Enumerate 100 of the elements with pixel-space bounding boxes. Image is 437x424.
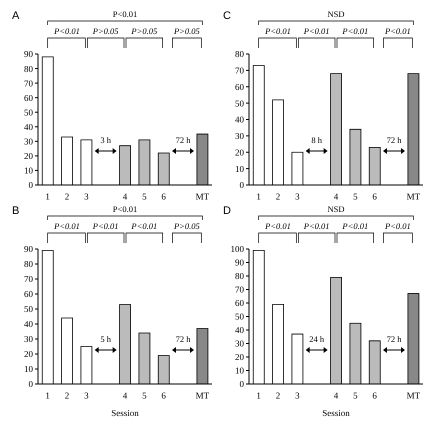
x-tick-label: 4 [334,390,339,400]
text: P<0.01 [384,221,411,231]
y-tick-label: 10 [24,166,34,176]
y-tick-label: 70 [24,274,34,284]
text: P<0.01 [384,26,411,36]
x-axis-title: Session [111,408,140,418]
y-tick-label: 20 [235,147,244,158]
x-tick-label: 6 [161,191,166,202]
y-tick-label: 90 [24,244,34,254]
text: P<0.01 [341,26,368,36]
y-tick-label: 0 [240,379,244,390]
y-tick-label: 40 [235,325,244,336]
annotation: 24 h [309,334,325,344]
text: P>0.05 [172,26,200,36]
annotation: 72 h [176,135,192,145]
text: P<0.01 [302,221,330,231]
y-tick-label: 0 [28,180,34,190]
y-tick-label: 30 [24,136,34,147]
x-tick-label: 1 [256,390,261,400]
text: NSD [327,204,345,214]
y-tick-label: 30 [235,131,244,142]
x-tick-label: 6 [161,390,166,400]
x-tick-label: 4 [334,191,339,202]
text: P<0.01 [302,26,330,36]
y-tick-label: 70 [24,78,34,88]
y-tick-label: 80 [235,271,244,282]
text: P>0.05 [172,221,200,231]
y-tick-label: 70 [235,66,244,76]
y-tick-label: 70 [235,284,244,295]
y-tick-label: 90 [235,258,244,268]
annotation: 72 h [386,135,402,145]
y-tick-label: 10 [235,366,244,376]
y-tick-label: 0 [240,180,244,190]
x-tick-label: 5 [353,191,358,202]
y-tick-label: 50 [24,107,34,118]
annotation: 5 h [100,334,112,344]
text: P<0.01 [53,221,80,231]
y-tick-label: 40 [24,319,34,330]
y-tick-label: 10 [235,164,244,174]
y-tick-label: 60 [235,298,244,308]
y-tick-label: 20 [24,151,34,162]
x-tick-label: MT [406,390,421,400]
text: P<0.01 [341,221,368,231]
y-tick-label: 90 [24,49,34,60]
text: P<0.01 [53,26,80,36]
text: P<0.01 [264,26,291,36]
annotation: 72 h [176,334,192,344]
y-tick-label: 60 [235,82,244,92]
y-tick-label: 80 [24,259,34,270]
x-tick-label: 5 [142,390,148,400]
text: P<0.01 [112,9,138,19]
y-tick-label: 10 [24,364,34,374]
x-tick-label: 1 [256,191,261,202]
x-tick-label: MT [406,191,421,202]
text: NSD [327,9,345,19]
annotation: 8 h [311,135,323,145]
x-tick-label: 1 [45,390,50,400]
y-tick-label: 50 [235,98,244,108]
x-tick-label: 2 [64,191,70,202]
x-tick-label: 3 [84,390,90,400]
x-tick-label: 5 [142,191,148,202]
chart-title: D [223,205,231,217]
x-tick-label: MT [196,191,210,202]
text: P>0.05 [92,26,119,36]
x-tick-label: 6 [372,191,378,202]
y-tick-label: 80 [24,64,34,74]
y-tick-label: 60 [24,92,34,103]
y-tick-label: 50 [235,312,244,322]
x-tick-label: MT [196,390,210,400]
text: P<0.01 [92,221,119,231]
x-tick-label: 2 [276,390,280,400]
y-tick-label: 80 [235,49,244,60]
text: P<0.01 [264,221,291,231]
x-tick-label: 4 [122,191,128,202]
y-tick-label: 30 [235,338,244,349]
x-tick-label: 1 [45,191,50,202]
y-tick-label: 60 [24,289,34,300]
x-tick-label: 2 [64,390,70,400]
x-tick-label: 4 [122,390,128,400]
x-tick-label: 6 [372,390,378,400]
y-tick-label: 50 [24,304,34,314]
annotation: 3 h [100,135,112,145]
x-tick-label: 3 [84,191,90,202]
chart-title: A [12,10,20,22]
chart-title: B [12,205,20,217]
y-tick-label: 20 [24,349,34,360]
y-tick-label: 100 [230,244,244,254]
y-tick-label: 20 [235,352,244,362]
text: P<0.01 [130,221,158,231]
x-tick-label: 3 [295,390,300,400]
x-tick-label: 3 [295,191,300,202]
x-tick-label: 5 [353,390,358,400]
y-tick-label: 30 [24,334,34,344]
y-tick-label: 40 [24,122,34,132]
x-axis-title: Session [322,408,350,418]
y-tick-label: 0 [28,379,34,390]
x-tick-label: 2 [276,191,280,202]
text: P<0.01 [112,204,138,214]
annotation: 72 h [386,334,402,344]
y-tick-label: 40 [235,114,244,125]
